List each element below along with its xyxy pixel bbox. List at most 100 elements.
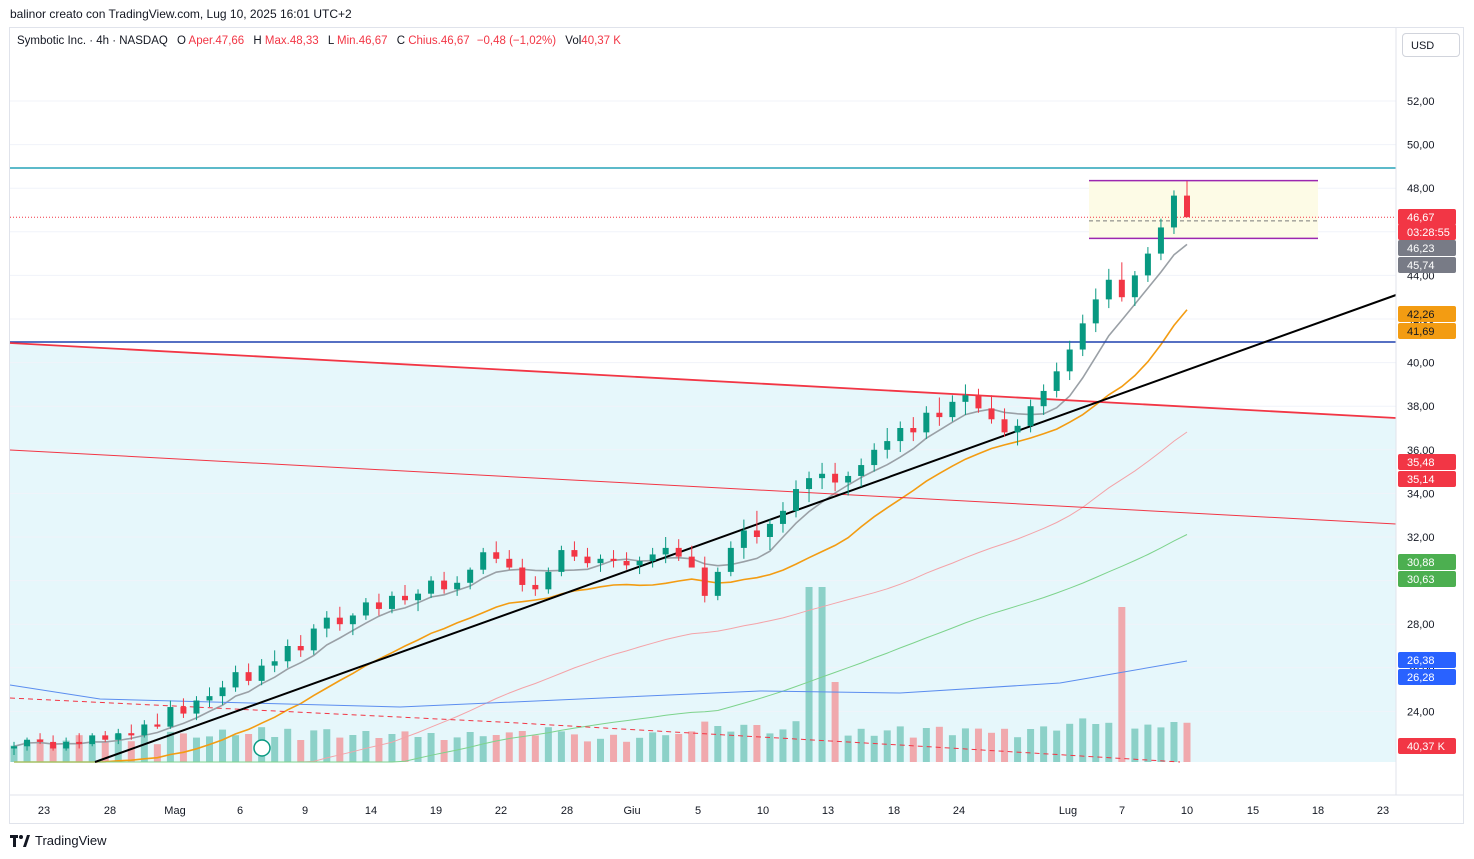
candle-body	[388, 595, 395, 609]
candle-body	[701, 567, 708, 596]
currency-selector[interactable]: USD	[1402, 33, 1460, 57]
candle-body	[923, 412, 930, 433]
volume-bar	[206, 736, 213, 762]
time-axis-tick: 7	[1119, 805, 1125, 817]
open-label: O	[177, 35, 186, 47]
candle-body	[11, 746, 17, 749]
volume-bar	[518, 731, 526, 762]
volume-bar	[753, 725, 761, 762]
volume-bar	[388, 734, 396, 762]
candle-body	[362, 602, 369, 616]
candle-body	[597, 558, 604, 564]
price-label: 42,26	[1407, 309, 1435, 321]
volume-bar	[62, 740, 70, 762]
candle-body	[284, 646, 291, 662]
candle-body	[1157, 227, 1164, 254]
volume-bar	[636, 737, 644, 762]
candle-body	[1079, 323, 1086, 350]
tradingview-logo: TradingView	[10, 833, 107, 848]
volume-bar	[570, 734, 578, 762]
volume-bar	[766, 733, 774, 762]
candle-body	[1092, 299, 1099, 324]
candle-body	[271, 661, 278, 666]
tradingview-wordmark: TradingView	[35, 833, 107, 848]
volume-bar	[935, 726, 943, 762]
candle-body	[375, 602, 382, 609]
candle-body	[102, 735, 109, 740]
price-axis-tick: 38,00	[1407, 401, 1435, 413]
volume-bar	[88, 743, 96, 762]
price-axis-tick: 40,00	[1407, 358, 1435, 370]
volume-bar	[297, 740, 305, 762]
volume-bar	[1144, 724, 1152, 762]
time-axis-tick: 24	[953, 805, 965, 817]
candle-body	[89, 735, 96, 745]
candle-body	[975, 395, 982, 409]
close-label: C	[396, 35, 406, 47]
volume-bar	[479, 736, 487, 762]
price-label-bg	[1398, 306, 1456, 322]
time-axis-tick: 15	[1247, 805, 1259, 817]
volume-bar	[1079, 718, 1087, 762]
candle-body	[558, 550, 565, 572]
channel-shade	[10, 343, 1396, 762]
volume-bar	[610, 734, 618, 762]
candle-body	[636, 560, 643, 566]
symbol-label[interactable]: Symbotic Inc. · 4h · NASDAQ	[17, 35, 168, 47]
price-label: 41,69	[1407, 326, 1435, 338]
volume-bar	[219, 729, 227, 762]
candle-body	[753, 530, 760, 537]
candle-body	[740, 530, 747, 548]
ma-orange-line	[14, 309, 1188, 763]
candle-body	[884, 441, 891, 450]
volume-bar	[597, 738, 604, 762]
price-label: 46,23	[1407, 243, 1435, 255]
volume-bar	[1183, 722, 1191, 762]
time-axis-tick: 13	[822, 805, 834, 817]
volume-bar	[232, 735, 240, 762]
volume-bar	[675, 734, 683, 762]
volume-bar	[948, 735, 956, 762]
volume-bar	[245, 734, 253, 762]
volume-bar	[857, 728, 865, 762]
volume-bar	[271, 737, 279, 762]
candle-body	[428, 580, 435, 594]
candle-body	[610, 558, 617, 561]
time-axis-tick: 23	[1377, 805, 1389, 817]
candle-body	[1040, 390, 1047, 407]
high-value: Max.48,33	[264, 35, 319, 47]
chart-caption: balinor creato con TradingView.com, Lug …	[10, 7, 352, 21]
candle-body	[480, 552, 487, 570]
volume-bar	[414, 737, 422, 762]
candle-body	[532, 584, 539, 590]
range-box	[1089, 180, 1318, 239]
candle-body	[714, 571, 721, 596]
low-value: Min.46,67	[337, 35, 388, 47]
volume-bar	[727, 731, 735, 762]
volume-bar	[427, 733, 435, 762]
candle-body	[1170, 195, 1177, 228]
candle-body	[336, 617, 343, 625]
time-axis-tick: 18	[888, 805, 900, 817]
candle-body	[493, 552, 500, 559]
volume-bar	[101, 741, 109, 762]
volume-bar	[1053, 730, 1061, 762]
candle-body	[232, 672, 239, 688]
candle-body	[649, 554, 656, 561]
candle-body	[415, 593, 422, 601]
volume-bar	[349, 735, 357, 762]
price-label-bg	[1398, 209, 1456, 225]
volume-bar	[583, 741, 591, 762]
candle-body	[688, 556, 695, 568]
price-label: 30,88	[1407, 557, 1435, 569]
candle-body	[793, 489, 799, 511]
candle-body	[662, 547, 669, 555]
candle-body	[1144, 253, 1151, 276]
volume-bar	[531, 735, 539, 762]
volume-bar	[153, 744, 161, 762]
candle-body	[141, 724, 148, 736]
candle-body	[154, 724, 161, 727]
time-axis-tick: Mag	[164, 805, 185, 817]
candle-body	[910, 428, 917, 433]
